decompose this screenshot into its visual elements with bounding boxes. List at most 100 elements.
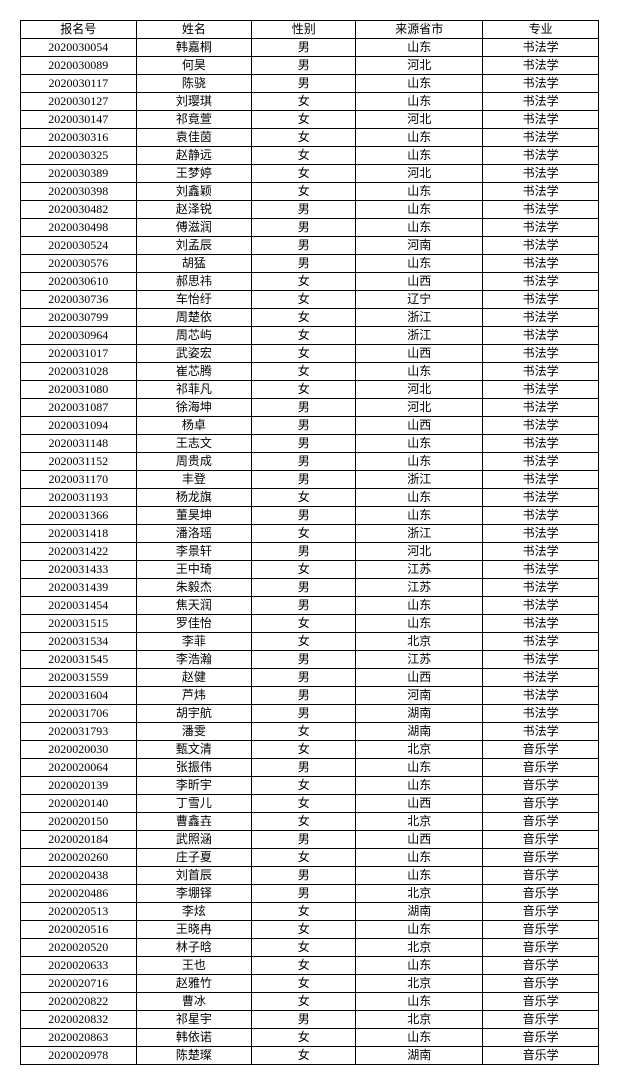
- table-cell: 书法学: [483, 669, 599, 687]
- table-row: 2020031094杨卓男山西书法学: [21, 417, 599, 435]
- table-cell: 2020031454: [21, 597, 137, 615]
- table-cell: 2020031793: [21, 723, 137, 741]
- table-row: 2020031152周贵成男山东书法学: [21, 453, 599, 471]
- table-cell: 山东: [356, 777, 483, 795]
- table-cell: 女: [252, 111, 356, 129]
- table-cell: 武照涵: [136, 831, 252, 849]
- table-cell: 山东: [356, 615, 483, 633]
- table-cell: 2020020140: [21, 795, 137, 813]
- table-cell: 女: [252, 957, 356, 975]
- table-cell: 书法学: [483, 615, 599, 633]
- table-cell: 女: [252, 615, 356, 633]
- table-row: 2020031087徐海坤男河北书法学: [21, 399, 599, 417]
- table-cell: 山东: [356, 219, 483, 237]
- table-cell: 赵健: [136, 669, 252, 687]
- table-cell: 刘孟辰: [136, 237, 252, 255]
- table-cell: 2020020832: [21, 1011, 137, 1029]
- table-cell: 山东: [356, 759, 483, 777]
- table-cell: 书法学: [483, 705, 599, 723]
- table-cell: 2020031152: [21, 453, 137, 471]
- table-cell: 书法学: [483, 93, 599, 111]
- table-cell: 2020020150: [21, 813, 137, 831]
- table-row: 2020030964周芯屿女浙江书法学: [21, 327, 599, 345]
- table-cell: 周芯屿: [136, 327, 252, 345]
- table-cell: 2020031433: [21, 561, 137, 579]
- table-cell: 2020020978: [21, 1047, 137, 1065]
- table-cell: 女: [252, 1047, 356, 1065]
- table-row: 2020030147祁竟萱女河北书法学: [21, 111, 599, 129]
- table-cell: 河北: [356, 111, 483, 129]
- table-cell: 书法学: [483, 309, 599, 327]
- table-row: 2020031545李浩瀚男江苏书法学: [21, 651, 599, 669]
- table-cell: 2020020822: [21, 993, 137, 1011]
- table-body: 2020030054韩嘉桐男山东书法学2020030089何昊男河北书法学202…: [21, 39, 599, 1065]
- table-cell: 北京: [356, 939, 483, 957]
- table-cell: 崔芯腾: [136, 363, 252, 381]
- table-cell: 男: [252, 471, 356, 489]
- table-row: 2020020822曹冰女山东音乐学: [21, 993, 599, 1011]
- table-row: 2020031422李景轩男河北书法学: [21, 543, 599, 561]
- table-row: 2020030498傅滋润男山东书法学: [21, 219, 599, 237]
- table-cell: 周贵成: [136, 453, 252, 471]
- table-cell: 山东: [356, 93, 483, 111]
- table-cell: 2020020184: [21, 831, 137, 849]
- table-cell: 芦炜: [136, 687, 252, 705]
- table-cell: 2020020716: [21, 975, 137, 993]
- table-cell: 音乐学: [483, 795, 599, 813]
- table-cell: 辽宁: [356, 291, 483, 309]
- table-cell: 陈骁: [136, 75, 252, 93]
- table-cell: 郝思祎: [136, 273, 252, 291]
- table-cell: 音乐学: [483, 1047, 599, 1065]
- table-cell: 何昊: [136, 57, 252, 75]
- table-cell: 罗佳怡: [136, 615, 252, 633]
- table-row: 2020031433王中琦女江苏书法学: [21, 561, 599, 579]
- table-cell: 李浩瀚: [136, 651, 252, 669]
- table-cell: 王中琦: [136, 561, 252, 579]
- table-cell: 山西: [356, 273, 483, 291]
- table-cell: 山东: [356, 39, 483, 57]
- table-cell: 男: [252, 1011, 356, 1029]
- table-cell: 男: [252, 507, 356, 525]
- table-cell: 李炫: [136, 903, 252, 921]
- table-cell: 浙江: [356, 309, 483, 327]
- table-row: 2020031793潘雯女湖南书法学: [21, 723, 599, 741]
- table-row: 2020030127刘璎琪女山东书法学: [21, 93, 599, 111]
- table-cell: 2020030498: [21, 219, 137, 237]
- table-cell: 2020031439: [21, 579, 137, 597]
- table-cell: 2020031193: [21, 489, 137, 507]
- table-cell: 书法学: [483, 39, 599, 57]
- table-cell: 音乐学: [483, 939, 599, 957]
- table-row: 2020031604芦炜男河南书法学: [21, 687, 599, 705]
- table-cell: 朱毅杰: [136, 579, 252, 597]
- table-cell: 音乐学: [483, 903, 599, 921]
- table-cell: 男: [252, 417, 356, 435]
- table-cell: 男: [252, 831, 356, 849]
- table-row: 2020030799周楚依女浙江书法学: [21, 309, 599, 327]
- table-cell: 2020030389: [21, 165, 137, 183]
- table-cell: 男: [252, 237, 356, 255]
- table-cell: 书法学: [483, 651, 599, 669]
- table-cell: 书法学: [483, 561, 599, 579]
- table-cell: 女: [252, 381, 356, 399]
- table-cell: 女: [252, 345, 356, 363]
- table-row: 2020020184武照涵男山西音乐学: [21, 831, 599, 849]
- table-cell: 山东: [356, 255, 483, 273]
- table-cell: 书法学: [483, 255, 599, 273]
- table-cell: 男: [252, 885, 356, 903]
- table-cell: 书法学: [483, 723, 599, 741]
- table-row: 2020030398刘鑫颖女山东书法学: [21, 183, 599, 201]
- table-cell: 书法学: [483, 345, 599, 363]
- table-cell: 音乐学: [483, 813, 599, 831]
- table-row: 2020020064张振伟男山东音乐学: [21, 759, 599, 777]
- table-row: 2020020030甄文清女北京音乐学: [21, 741, 599, 759]
- table-row: 2020020260庄子夏女山东音乐学: [21, 849, 599, 867]
- table-cell: 女: [252, 165, 356, 183]
- table-cell: 书法学: [483, 543, 599, 561]
- table-cell: 2020020064: [21, 759, 137, 777]
- table-cell: 男: [252, 867, 356, 885]
- table-cell: 女: [252, 777, 356, 795]
- table-row: 2020031170丰登男浙江书法学: [21, 471, 599, 489]
- table-cell: 书法学: [483, 525, 599, 543]
- table-row: 2020031193杨龙旗女山东书法学: [21, 489, 599, 507]
- table-cell: 书法学: [483, 75, 599, 93]
